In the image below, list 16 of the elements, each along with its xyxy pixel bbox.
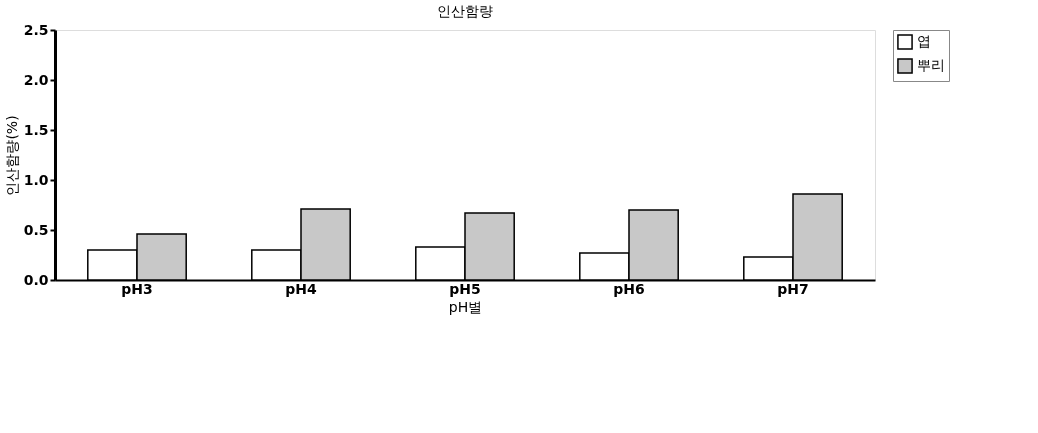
y-tick-label: 0.5 [23, 221, 49, 238]
y-tick-label: 1.0 [23, 171, 49, 188]
y-tick-label: 1.5 [23, 121, 49, 138]
x-tick-label: pH6 [613, 280, 645, 297]
legend-label: 엽 [917, 33, 931, 49]
x-tick-label: pH7 [777, 280, 809, 297]
x-tick-label: pH3 [121, 280, 153, 297]
y-tick-label: 2.5 [23, 21, 49, 38]
y-tick-label: 0.0 [23, 271, 49, 288]
x-tick-label: pH4 [285, 280, 317, 297]
x-tick-label: pH5 [449, 280, 481, 297]
x-axis-title: pH별 [448, 298, 483, 315]
y-tick-label: 2.0 [23, 71, 49, 88]
chart-title: 인산함량 [437, 3, 493, 19]
legend-label: 뿌리 [917, 57, 945, 73]
y-axis-title: 인산함량(%) [3, 115, 20, 196]
